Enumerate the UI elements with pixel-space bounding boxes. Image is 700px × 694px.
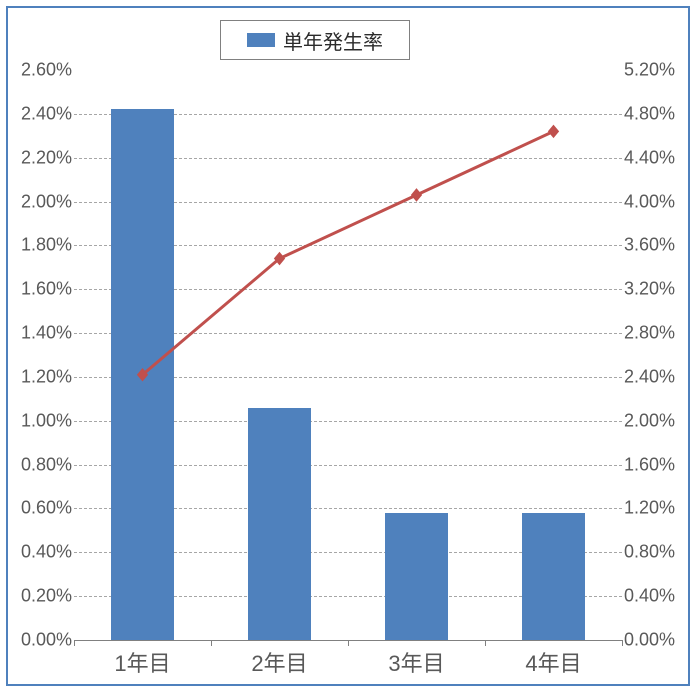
y-axis-right-tick: 0.80%: [624, 542, 675, 563]
y-axis-right-tick: 0.40%: [624, 586, 675, 607]
y-axis-left-tick: 0.40%: [21, 542, 72, 563]
y-axis-left-tick: 1.80%: [21, 235, 72, 256]
y-axis-left-tick: 2.60%: [21, 60, 72, 81]
x-axis-tick-mark: [348, 640, 349, 646]
y-axis-right-tick: 1.60%: [624, 454, 675, 475]
y-axis-right-tick: 3.60%: [624, 235, 675, 256]
y-axis-left-tick: 0.60%: [21, 498, 72, 519]
y-axis-left-tick: 2.20%: [21, 147, 72, 168]
x-axis-tick-mark: [211, 640, 212, 646]
line-series-marker: [549, 125, 559, 137]
y-axis-left-tick: 2.40%: [21, 103, 72, 124]
y-axis-left-tick: 2.00%: [21, 191, 72, 212]
x-axis-tick: 4年目: [525, 646, 581, 678]
y-axis-right-tick: 2.80%: [624, 323, 675, 344]
x-axis-tick: 3年目: [388, 646, 444, 678]
y-axis-left-tick: 0.00%: [21, 630, 72, 651]
y-axis-left-tick: 1.40%: [21, 323, 72, 344]
y-axis-right-tick: 4.40%: [624, 147, 675, 168]
line-series-path: [143, 131, 554, 374]
x-axis-tick: 1年目: [114, 646, 170, 678]
y-axis-right-tick: 1.20%: [624, 498, 675, 519]
y-axis-right-tick: 0.00%: [624, 630, 675, 651]
y-axis-right-tick: 2.00%: [624, 410, 675, 431]
y-axis-right-tick: 4.80%: [624, 103, 675, 124]
y-axis-left-tick: 1.20%: [21, 366, 72, 387]
y-axis-right-tick: 5.20%: [624, 60, 675, 81]
x-axis-tick-mark: [622, 640, 623, 646]
x-axis-tick-mark: [485, 640, 486, 646]
x-axis-tick-mark: [74, 640, 75, 646]
legend-swatch: [247, 33, 275, 47]
legend-label: 単年発生率: [283, 26, 383, 55]
x-axis-tick: 2年目: [251, 646, 307, 678]
line-series-marker: [412, 189, 422, 201]
y-axis-left-tick: 0.80%: [21, 454, 72, 475]
y-axis-right-tick: 3.20%: [624, 279, 675, 300]
y-axis-left-tick: 1.00%: [21, 410, 72, 431]
chart-container: 単年発生率0.00%0.00%0.20%0.40%0.40%0.80%0.60%…: [0, 0, 700, 694]
y-axis-left-tick: 0.20%: [21, 586, 72, 607]
y-axis-right-tick: 4.00%: [624, 191, 675, 212]
plot-area: 0.00%0.00%0.20%0.40%0.40%0.80%0.60%1.20%…: [74, 70, 622, 640]
line-series-layer: [74, 70, 622, 640]
y-axis-left-tick: 1.60%: [21, 279, 72, 300]
y-axis-right-tick: 2.40%: [624, 366, 675, 387]
legend: 単年発生率: [220, 20, 410, 60]
